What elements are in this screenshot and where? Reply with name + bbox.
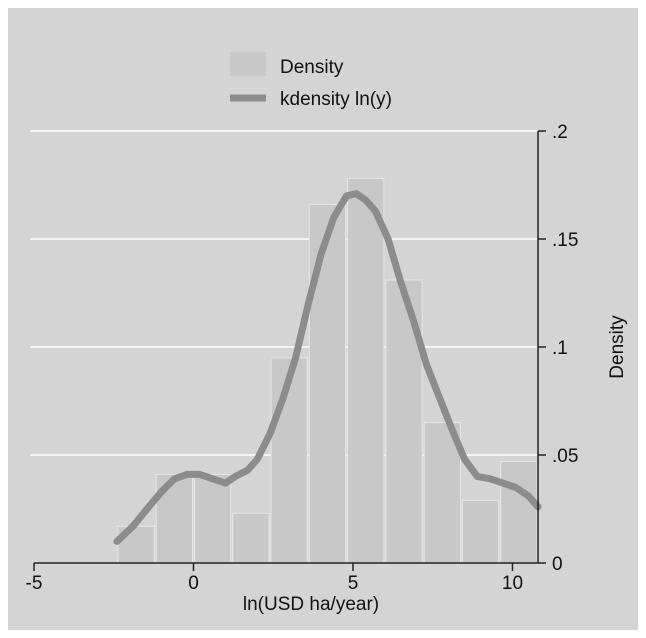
kdensity-line-group [113, 190, 542, 545]
x-ticks: -5 0 5 10 [26, 563, 523, 594]
y-tick-label: .1 [552, 338, 568, 359]
y-tick-label: 0 [552, 554, 563, 575]
chart-frame: -5 0 5 10 0 .05 .1 .15 .2 ln(USD ha/year) Densi… [8, 8, 638, 630]
y-tick-label: .15 [552, 230, 578, 251]
legend-label-kdensity: kdensity ln(y) [280, 89, 392, 110]
x-tick-label: 10 [502, 573, 523, 594]
kdensity-line [113, 190, 542, 545]
y-axis-label: Density [607, 315, 628, 379]
legend: Density kdensity ln(y) [230, 52, 392, 110]
x-axis-label: ln(USD ha/year) [243, 594, 379, 615]
histogram-bar [500, 460, 538, 564]
legend-swatch-density [230, 52, 266, 76]
x-tick-label: -5 [26, 573, 43, 594]
histogram-bar [423, 422, 461, 564]
density-chart: -5 0 5 10 0 .05 .1 .15 .2 ln(USD ha/year) Densi… [26, 52, 628, 615]
legend-label-density: Density [280, 57, 344, 78]
y-tick-label: .05 [552, 446, 578, 467]
y-tick-label: .2 [552, 122, 568, 143]
x-tick-label: 0 [188, 573, 199, 594]
histogram-bar [270, 357, 308, 564]
y-ticks: 0 .05 .1 .15 .2 [538, 122, 578, 575]
histogram-bar [347, 178, 385, 564]
histogram-bar [232, 512, 270, 564]
histogram-bar [461, 499, 500, 564]
x-tick-label: 5 [348, 573, 359, 594]
histogram-bars [117, 178, 538, 564]
histogram-bar [193, 473, 232, 564]
histogram-bar [308, 203, 347, 564]
